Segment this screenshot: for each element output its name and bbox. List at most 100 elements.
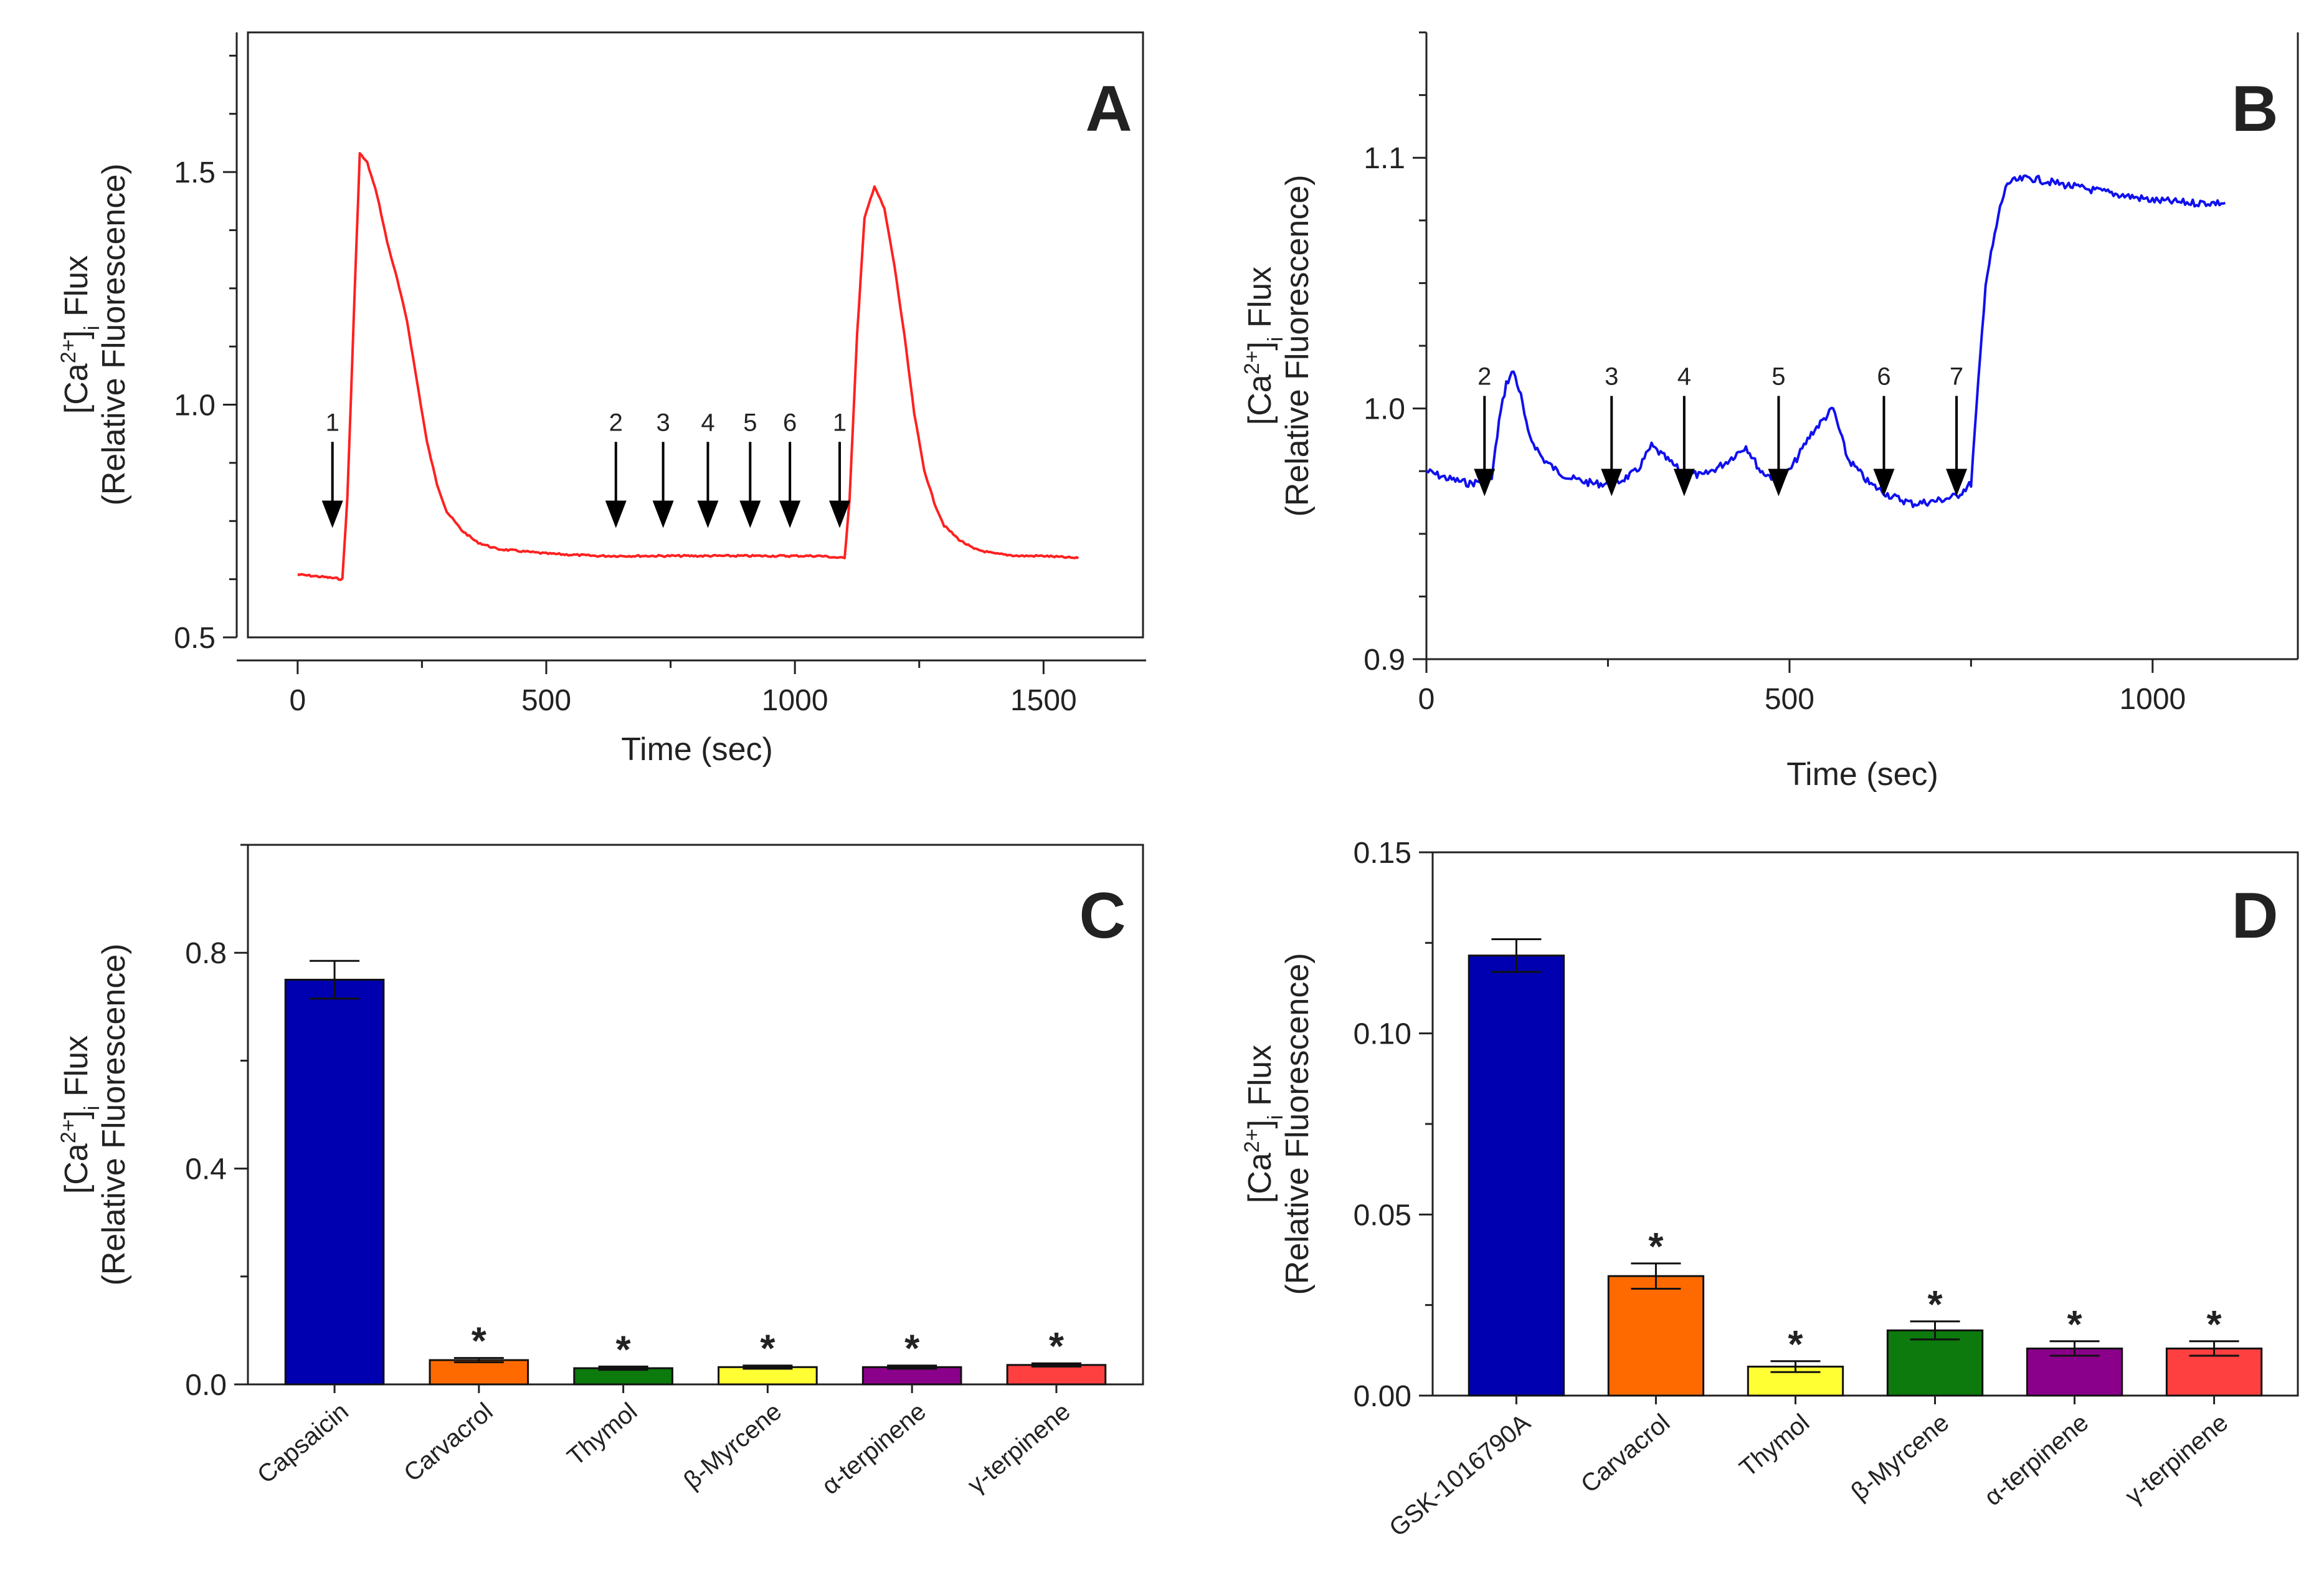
- y-axis-label: [Ca2+]i Flux (Relative Fluorescence): [57, 163, 132, 505]
- significance-star: *: [1049, 1325, 1065, 1368]
- event-arrow-label: 3: [656, 409, 670, 436]
- event-arrow-head: [739, 500, 761, 528]
- event-arrow-label: 4: [1677, 363, 1691, 390]
- panel-b: 0.9 1.0 1.1 0 500 1000 Time (sec) [Ca2+]i Flux(…: [1240, 31, 2299, 792]
- y-axis-label-part: i: [80, 325, 104, 330]
- bar: [1607, 1275, 1705, 1397]
- panel-letter: A: [1085, 73, 1132, 145]
- y-axis-label-part: ]: [59, 330, 95, 339]
- event-arrow-label: 1: [326, 409, 339, 436]
- y-tick-label: 0.4: [185, 1153, 227, 1186]
- y-axis-label-part: ]: [1242, 341, 1278, 350]
- y-tick-label: 1.1: [1364, 142, 1405, 175]
- event-arrow-label: 5: [743, 409, 757, 436]
- bar: [284, 979, 385, 1386]
- y-axis-label-part: i: [1264, 1115, 1288, 1120]
- x-tick-label: 1000: [2119, 683, 2186, 716]
- event-arrow: 6: [779, 409, 801, 528]
- event-arrow-head: [829, 500, 851, 528]
- category-label: Capsaicin: [252, 1397, 354, 1489]
- significance-star: *: [472, 1320, 487, 1363]
- event-arrow: 3: [652, 409, 674, 528]
- category-label: α-terpinene: [1979, 1409, 2094, 1511]
- y-axis-label-line2: (Relative Fluorescence): [96, 163, 132, 505]
- panel-letter: C: [1079, 880, 1126, 952]
- y-axis-label-part: 2+: [1240, 1129, 1264, 1153]
- panel-d: 0.00 0.05 0.10 0.15 [Ca2+]i Flux (Relative Fl…: [1240, 837, 2299, 1542]
- event-arrow-head: [605, 500, 627, 528]
- significance-star: *: [904, 1328, 920, 1371]
- y-tick-label: 1.0: [1364, 393, 1405, 426]
- y-axis-label-part: i: [80, 1105, 104, 1110]
- y-axis-label-part: ]: [59, 1110, 95, 1119]
- bar: [429, 1359, 529, 1386]
- plot-frame: [247, 844, 1144, 1386]
- series-line: [297, 152, 1079, 581]
- y-axis-label: [Ca2+]i Flux (Relative Fluorescence): [57, 943, 132, 1285]
- y-axis-label-line1: [Ca2+]i Flux: [1240, 267, 1288, 425]
- y-tick-label: 0.5: [174, 622, 216, 655]
- event-arrow: 3: [1601, 363, 1623, 497]
- x-axis-label: Time (sec): [621, 731, 773, 768]
- significance-star: *: [616, 1328, 632, 1371]
- y-axis-label-part: ]: [1242, 1120, 1278, 1128]
- event-arrow: 2: [1474, 363, 1496, 497]
- event-arrow-head: [1673, 469, 1695, 497]
- plot-frame: [247, 31, 1144, 639]
- x-axis-label: Time (sec): [1786, 756, 1938, 792]
- category-label: γ-terpinene: [2120, 1409, 2234, 1510]
- y-axis-label: [Ca2+]i Flux (Relative Fluorescence): [1240, 953, 1316, 1295]
- y-tick-label: 0.05: [1354, 1199, 1411, 1232]
- y-axis-label-part: 2+: [1240, 351, 1264, 375]
- event-arrow-label: 3: [1605, 363, 1618, 390]
- y-tick-label: 1.5: [174, 156, 216, 189]
- event-arrow-head: [321, 500, 343, 528]
- event-arrow-head: [1601, 469, 1623, 497]
- event-arrow-label: 4: [701, 409, 714, 436]
- x-tick-label: 0: [1418, 683, 1435, 716]
- category-label: Carvacrol: [399, 1397, 498, 1487]
- event-arrow-head: [1768, 469, 1790, 497]
- y-axis-label-part: 2+: [57, 340, 80, 364]
- event-arrow-head: [779, 500, 801, 528]
- y-axis-label-part: Flux: [59, 1035, 95, 1106]
- x-tick-label: 1500: [1010, 684, 1077, 717]
- event-arrow-head: [697, 500, 719, 528]
- y-axis-label-part: Flux: [1242, 267, 1278, 337]
- y-axis-label-part: Flux: [1242, 1045, 1278, 1115]
- y-axis-label-line1: [Ca2+]i Flux: [57, 1035, 104, 1194]
- panel-letter: B: [2231, 73, 2278, 145]
- event-arrow-label: 7: [1950, 363, 1963, 390]
- y-axis-label-line2: (Relative Fluorescence): [1279, 953, 1316, 1295]
- y-axis-label-part: 2+: [57, 1120, 80, 1144]
- event-arrow: 1: [829, 409, 851, 528]
- event-arrow: 6: [1873, 363, 1895, 497]
- category-label: Thymol: [1735, 1409, 1815, 1482]
- y-tick-label: 0.0: [185, 1369, 227, 1402]
- category-label: β-Myrcene: [1846, 1409, 1955, 1506]
- series-line: [1425, 174, 2226, 508]
- event-arrow-label: 5: [1771, 363, 1785, 390]
- x-tick-label: 500: [1765, 683, 1814, 716]
- bar: [1468, 954, 1565, 1397]
- y-axis-label-part: Flux: [59, 255, 95, 326]
- y-axis-label-part: [Ca: [59, 363, 95, 414]
- category-label: Thymol: [562, 1397, 643, 1471]
- y-axis-label-part: [Ca: [59, 1143, 95, 1194]
- y-tick-label: 0.00: [1354, 1380, 1411, 1413]
- significance-star: *: [2067, 1303, 2082, 1346]
- y-tick-label: 0.8: [185, 937, 227, 970]
- y-axis-label-line2: (Relative Fluorescence): [96, 943, 132, 1285]
- bar: [718, 1366, 818, 1386]
- event-arrow-label: 6: [1877, 363, 1890, 390]
- y-axis-label-part: i: [1264, 336, 1288, 341]
- y-axis-label-part: [Ca: [1242, 374, 1278, 425]
- significance-star: *: [1788, 1323, 1803, 1366]
- y-axis-label: [Ca2+]i Flux (Relative Fluorescence): [1240, 174, 1316, 516]
- panel-letter: D: [2231, 880, 2278, 952]
- significance-star: *: [1648, 1226, 1664, 1268]
- significance-star: *: [760, 1328, 775, 1371]
- y-tick-label: 1.0: [174, 389, 216, 422]
- x-tick-label: 500: [521, 684, 571, 717]
